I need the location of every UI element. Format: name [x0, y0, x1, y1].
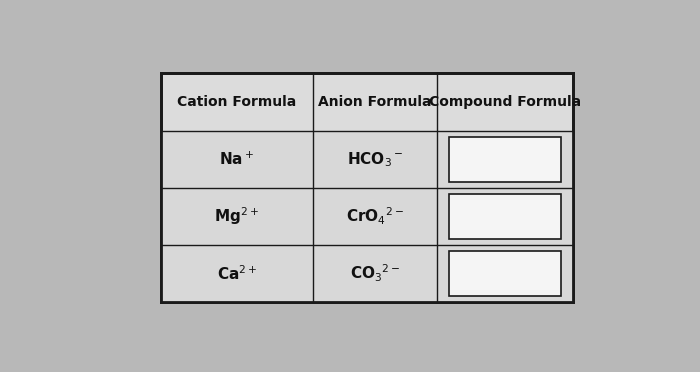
Text: CO$_3$$^{2-}$: CO$_3$$^{2-}$: [350, 263, 400, 285]
Text: Cation Formula: Cation Formula: [177, 95, 296, 109]
Bar: [161, 245, 573, 302]
Text: CrO$_4$$^{2-}$: CrO$_4$$^{2-}$: [346, 206, 404, 227]
Text: HCO$_3$$^-$: HCO$_3$$^-$: [347, 150, 403, 169]
Bar: [449, 194, 561, 239]
Text: Na$^+$: Na$^+$: [219, 151, 254, 168]
Bar: [161, 131, 573, 188]
Bar: [449, 137, 561, 182]
Text: Anion Formula: Anion Formula: [318, 95, 432, 109]
Bar: [161, 73, 573, 302]
Text: Compound Formula: Compound Formula: [429, 95, 581, 109]
Bar: [161, 188, 573, 245]
Text: Ca$^{2+}$: Ca$^{2+}$: [216, 264, 257, 283]
Bar: [449, 251, 561, 296]
Text: Mg$^{2+}$: Mg$^{2+}$: [214, 206, 259, 227]
